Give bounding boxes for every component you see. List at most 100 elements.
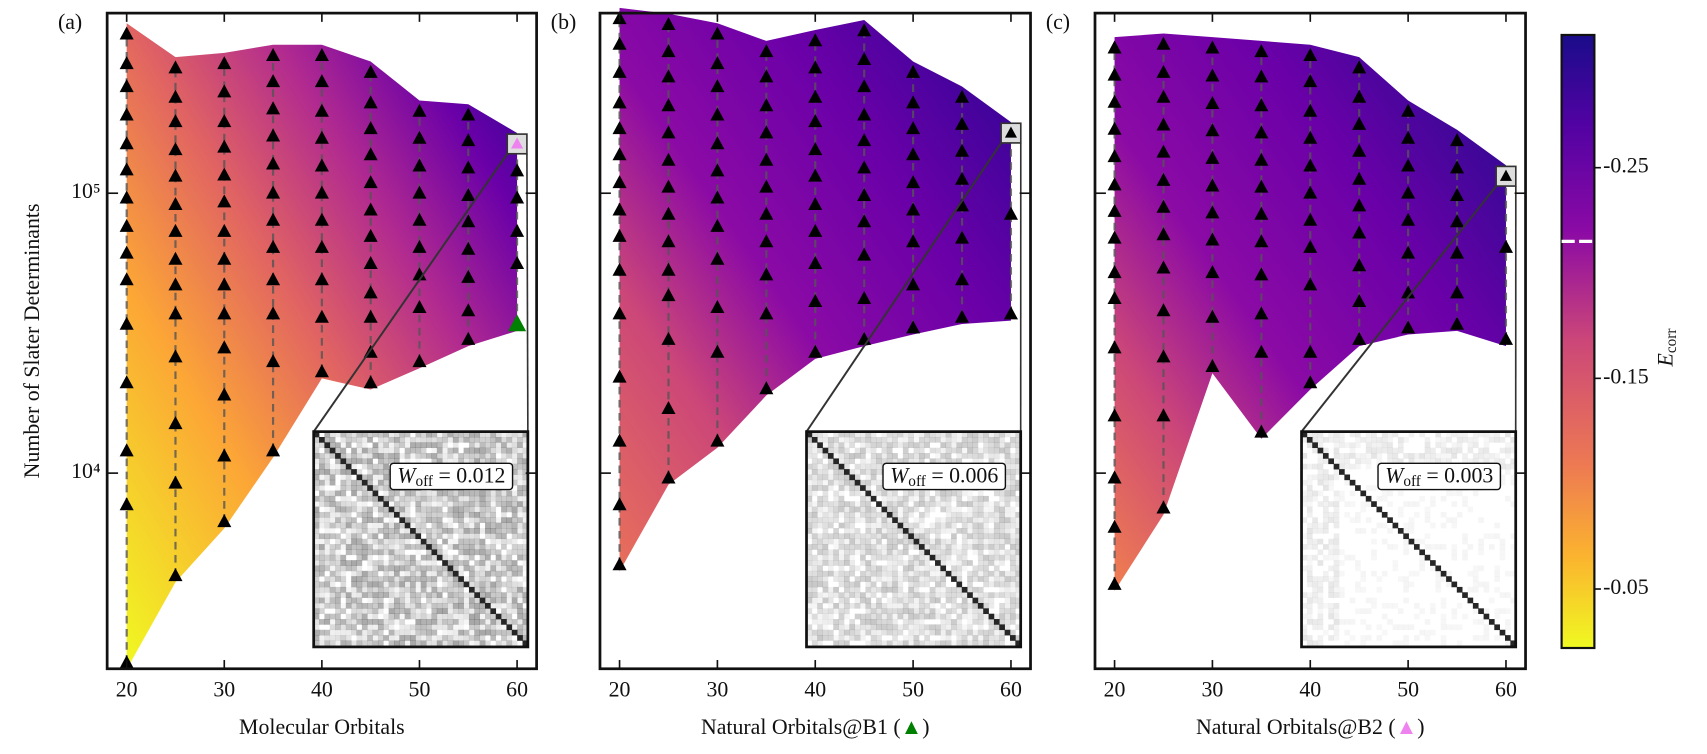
inset-pixel [458,490,464,497]
inset-pixel [918,640,925,647]
inset-pixel [918,619,925,625]
inset-pixel [377,436,384,443]
inset-pixel [1015,517,1022,523]
inset-pixel [1004,501,1011,507]
inset-pixel [319,592,325,598]
inset-pixel [377,485,384,491]
inset-pixel [806,560,813,566]
inset-pixel [340,570,347,577]
inset-pixel [865,549,872,556]
inset-pixel [993,592,1000,598]
inset-pixel [511,565,518,572]
inset-pixel [436,597,443,604]
inset-pixel [1398,507,1404,513]
inset-pixel [972,447,979,454]
inset-pixel [361,570,368,577]
inset-pixel [335,447,341,454]
inset-pixel [410,453,416,459]
inset-pixel [463,635,470,641]
inset-pixel [420,431,427,438]
inset-pixel [1456,511,1463,518]
inset-pixel [988,549,995,556]
inset-pixel [1004,447,1011,454]
sample-marker [119,162,134,176]
inset-pixel [393,602,400,609]
inset-pixel [886,560,893,566]
inset-pixel [1483,624,1490,631]
inset-pixel [881,586,888,593]
inset-pixel [452,528,459,534]
inset-pixel [442,458,448,465]
inset-pixel [319,602,325,609]
inset-pixel [967,613,973,620]
inset-pixel [822,560,829,566]
inset-pixel [356,602,363,609]
inset-pixel [479,597,486,604]
inset-pixel [393,436,400,443]
inset-pixel [1301,436,1308,443]
inset-pixel [383,442,389,449]
sample-marker [661,69,676,83]
inset-pixel [511,640,518,647]
inset-pixel [999,549,1005,555]
sample-marker [119,443,134,457]
inset-pixel [1451,501,1458,507]
inset-pixel [935,565,941,572]
inset-pixel [399,624,406,631]
colorbar-label-subscript: corr [1662,329,1679,354]
inset-pixel [913,565,920,572]
inset-pixel [983,442,989,449]
inset-pixel [340,436,347,443]
inset-pixel [356,565,363,572]
inset-pixel [335,490,341,497]
inset-pixel [897,597,904,604]
inset-pixel [1004,624,1011,631]
inset-pixel [1349,447,1356,454]
inset-pixel [1322,554,1329,561]
inset-pixel [1451,517,1458,523]
inset-pixel [983,528,989,534]
inset-pixel [1333,538,1340,545]
inset-pixel [881,602,888,609]
inset-pixel [495,576,502,582]
inset-pixel [1456,447,1463,454]
inset-pixel [865,474,872,481]
inset-pixel [918,490,925,497]
inset-pixel [474,586,480,593]
inset-pixel [319,538,325,545]
inset-pixel [1360,619,1366,625]
x-tick-label: 20 [609,678,631,702]
inset-pixel [372,613,379,620]
inset-pixel [399,571,405,577]
inset-pixel [474,453,480,459]
inset-pixel [870,629,877,636]
inset-pixel [501,501,507,507]
inset-pixel [319,511,325,518]
inset-pixel [945,501,952,507]
inset-pixel [897,629,904,636]
inset-pixel [383,586,389,593]
sample-marker [363,202,378,216]
inset-pixel [377,495,384,502]
sample-marker [906,175,921,189]
inset-pixel [886,533,893,540]
inset-pixel [501,592,507,598]
inset-pixel [335,619,341,625]
inset-pixel [1312,463,1318,470]
inset-pixel [506,522,513,529]
inset-pixel [1504,495,1511,502]
inset-pixel [999,501,1005,507]
inset-pixel [329,495,336,502]
inset-pixel [522,506,529,513]
inset-pixel [415,501,422,507]
inset-pixel [1306,613,1313,620]
inset-pixel [908,597,914,604]
inset-pixel [940,635,947,641]
inset-pixel [356,560,363,566]
inset-pixel [495,447,502,454]
inset-pixel [999,592,1005,598]
inset-pixel [474,528,480,534]
inset-pixel [1015,635,1022,641]
inset-pixel [1333,517,1340,523]
sample-marker [857,23,872,37]
